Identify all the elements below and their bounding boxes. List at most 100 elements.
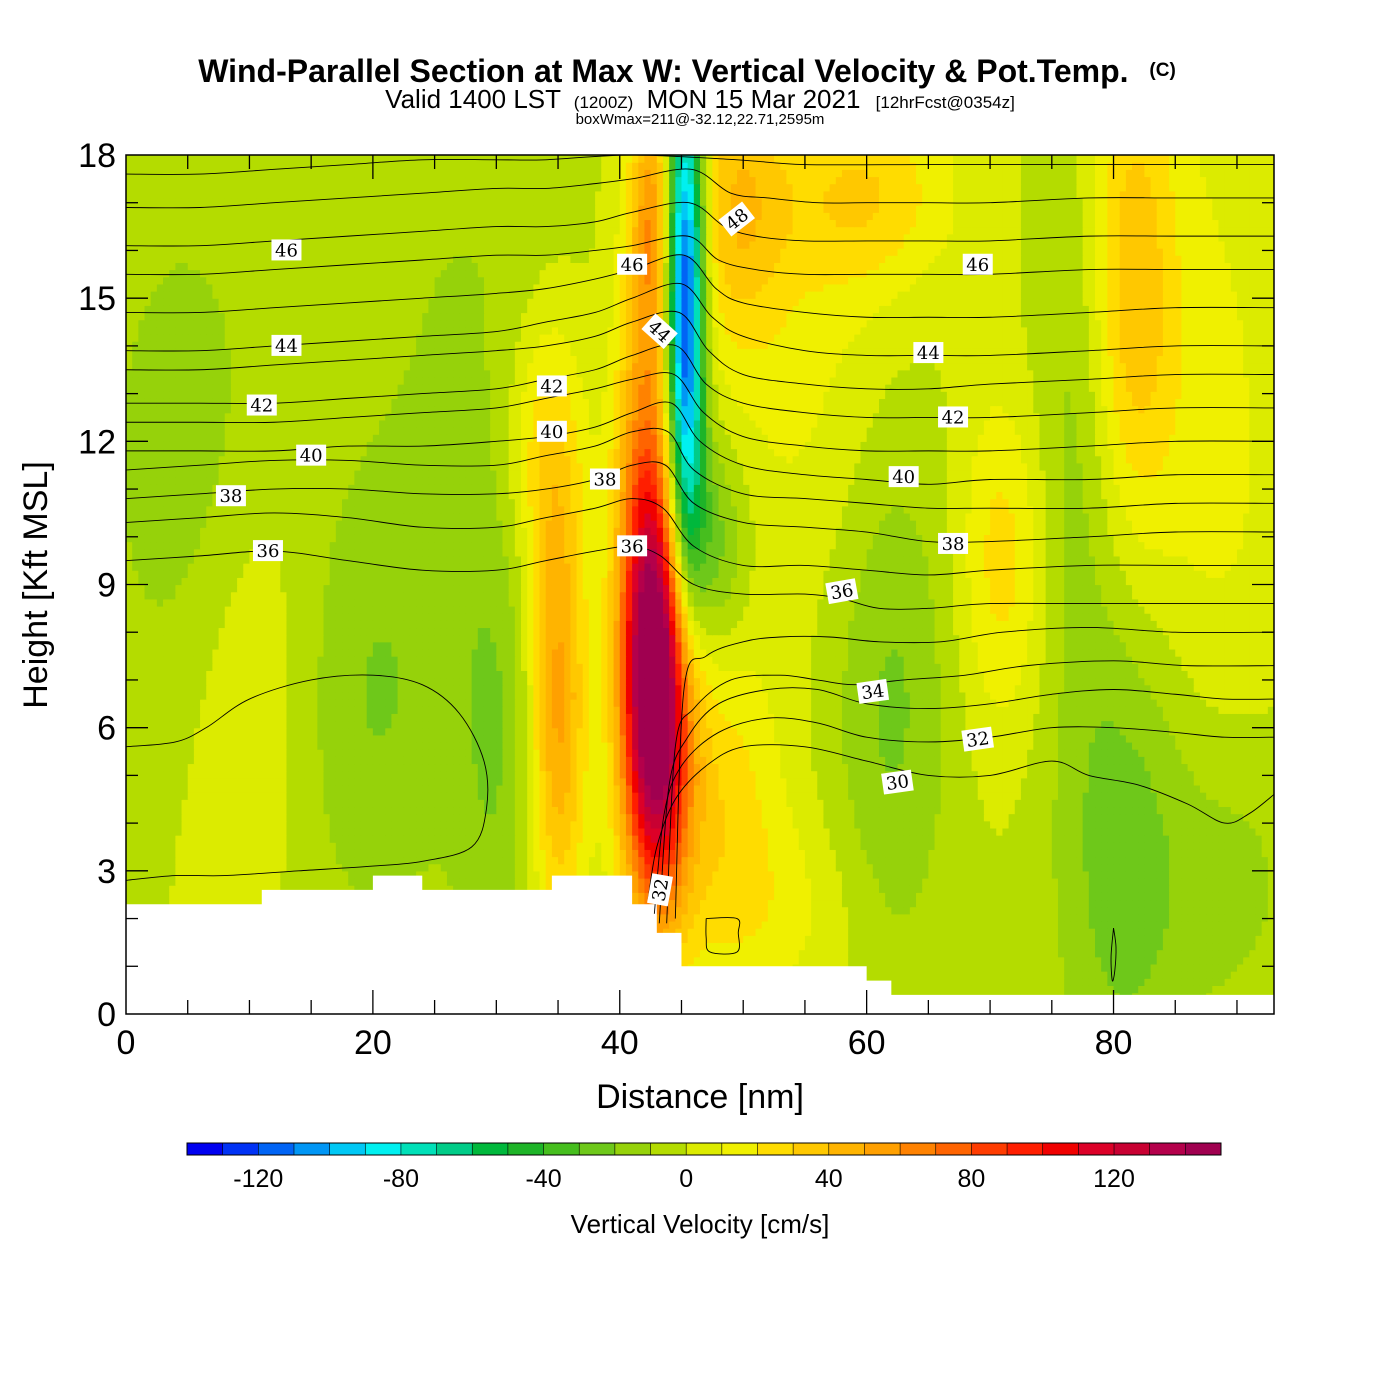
heatmap-cell <box>329 835 337 843</box>
heatmap-cell <box>749 906 757 915</box>
heatmap-cell <box>1218 842 1226 850</box>
heatmap-cell <box>298 863 306 872</box>
heatmap-cell <box>811 949 818 958</box>
heatmap-cell <box>669 827 676 836</box>
heatmap-cell <box>1267 978 1274 986</box>
heatmap-cell <box>1008 928 1016 936</box>
heatmap-cell <box>1162 842 1170 850</box>
heatmap-cell <box>508 849 516 858</box>
heatmap-cell <box>1064 827 1071 836</box>
heatmap-cell <box>274 835 281 843</box>
heatmap-cell <box>712 899 720 908</box>
heatmap-cell <box>885 892 892 901</box>
heatmap-cell <box>298 849 306 858</box>
heatmap-cell <box>971 978 979 986</box>
heatmap-cell <box>551 842 559 850</box>
heatmap-cell <box>144 885 152 893</box>
heatmap-cell <box>459 827 467 836</box>
heatmap-cell <box>1212 842 1220 850</box>
heatmap-cell <box>903 906 911 915</box>
heatmap-cell <box>730 820 738 829</box>
heatmap-cell <box>1193 971 1201 979</box>
heatmap-cell <box>829 892 837 901</box>
heatmap-cell <box>181 892 189 901</box>
heatmap-cell <box>928 892 936 901</box>
heatmap-cell <box>656 820 664 829</box>
heatmap-cell <box>169 820 176 829</box>
heatmap-cell <box>323 877 331 886</box>
heatmap-cell <box>1095 842 1102 850</box>
heatmap-cell <box>1267 956 1274 965</box>
heatmap-cell <box>749 820 757 829</box>
heatmap-cell <box>841 849 849 858</box>
heatmap-cell <box>261 885 269 893</box>
heatmap-cell <box>564 849 571 858</box>
heatmap-cell <box>1162 870 1170 879</box>
heatmap-cell <box>1125 906 1133 915</box>
heatmap-cell <box>255 820 263 829</box>
heatmap-cell <box>829 906 837 915</box>
heatmap-cell <box>811 935 818 944</box>
heatmap-cell <box>150 835 158 843</box>
heatmap-cell <box>224 820 232 829</box>
heatmap-cell <box>953 835 960 843</box>
heatmap-cell <box>774 913 781 922</box>
heatmap-cell <box>632 842 639 850</box>
heatmap-cell <box>126 842 133 850</box>
heatmap-cell <box>508 820 516 829</box>
heatmap-cell <box>632 835 639 843</box>
heatmap-cell <box>422 835 430 843</box>
heatmap-cell <box>1144 892 1152 901</box>
heatmap-cell <box>132 877 139 886</box>
heatmap-cell <box>841 899 849 908</box>
heatmap-cell <box>397 842 405 850</box>
heatmap-cell <box>1162 856 1170 865</box>
heatmap-cell <box>335 842 343 850</box>
heatmap-cell <box>175 842 183 850</box>
heatmap-cell <box>872 835 880 843</box>
heatmap-cell <box>1008 935 1016 944</box>
heatmap-cell <box>317 877 325 886</box>
heatmap-cell <box>1144 928 1152 936</box>
heatmap-cell <box>1113 935 1121 944</box>
heatmap-cell <box>576 856 584 865</box>
heatmap-cell <box>687 942 695 951</box>
heatmap-cell <box>1267 856 1274 865</box>
heatmap-cell <box>193 885 201 893</box>
heatmap-cell <box>1125 899 1133 908</box>
heatmap-cell <box>897 827 905 836</box>
heatmap-cell <box>588 820 596 829</box>
heatmap-cell <box>539 849 547 858</box>
heatmap-cell <box>156 842 164 850</box>
heatmap-cell <box>953 820 960 829</box>
heatmap-cell <box>1095 985 1102 994</box>
heatmap-cell <box>193 856 201 865</box>
heatmap-cell <box>1230 849 1238 858</box>
heatmap-cell <box>872 971 880 979</box>
heatmap-cell <box>761 956 769 965</box>
heatmap-cell <box>1236 856 1244 865</box>
heatmap-cell <box>570 827 578 836</box>
heatmap-cell <box>558 849 565 858</box>
heatmap-cell <box>878 963 886 972</box>
heatmap-cell <box>1088 913 1096 922</box>
heatmap-cell <box>1070 956 1078 965</box>
heatmap-cell <box>1199 835 1207 843</box>
heatmap-cell <box>743 892 750 901</box>
heatmap-cell <box>1249 956 1257 965</box>
heatmap-cell <box>916 863 923 872</box>
heatmap-cell <box>527 835 534 843</box>
heatmap-cell <box>582 827 590 836</box>
heatmap-cell <box>990 892 997 901</box>
heatmap-cell <box>533 820 541 829</box>
heatmap-cell <box>835 849 843 858</box>
heatmap-cell <box>1193 942 1201 951</box>
heatmap-cell <box>440 842 448 850</box>
heatmap-cell <box>280 835 288 843</box>
heatmap-cell <box>1057 928 1065 936</box>
heatmap-cell <box>841 877 849 886</box>
heatmap-cell <box>1162 942 1170 951</box>
heatmap-cell <box>798 928 806 936</box>
heatmap-cell <box>662 913 670 922</box>
heatmap-cell <box>872 899 880 908</box>
